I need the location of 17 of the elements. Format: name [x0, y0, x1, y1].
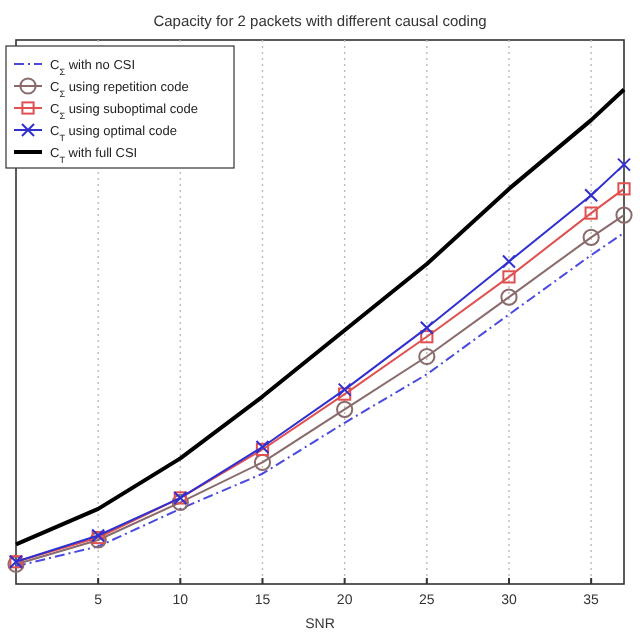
point	[418, 347, 436, 366]
point	[171, 493, 189, 511]
point	[253, 453, 272, 471]
point	[502, 270, 516, 284]
point	[500, 288, 518, 306]
point	[420, 330, 434, 344]
point	[336, 400, 354, 419]
point	[419, 320, 434, 335]
point	[617, 157, 631, 172]
point	[584, 188, 599, 203]
point	[501, 254, 516, 269]
point	[615, 206, 633, 224]
point	[584, 206, 598, 220]
point	[338, 387, 352, 401]
point	[337, 382, 352, 397]
point	[582, 228, 600, 246]
point	[617, 182, 631, 196]
